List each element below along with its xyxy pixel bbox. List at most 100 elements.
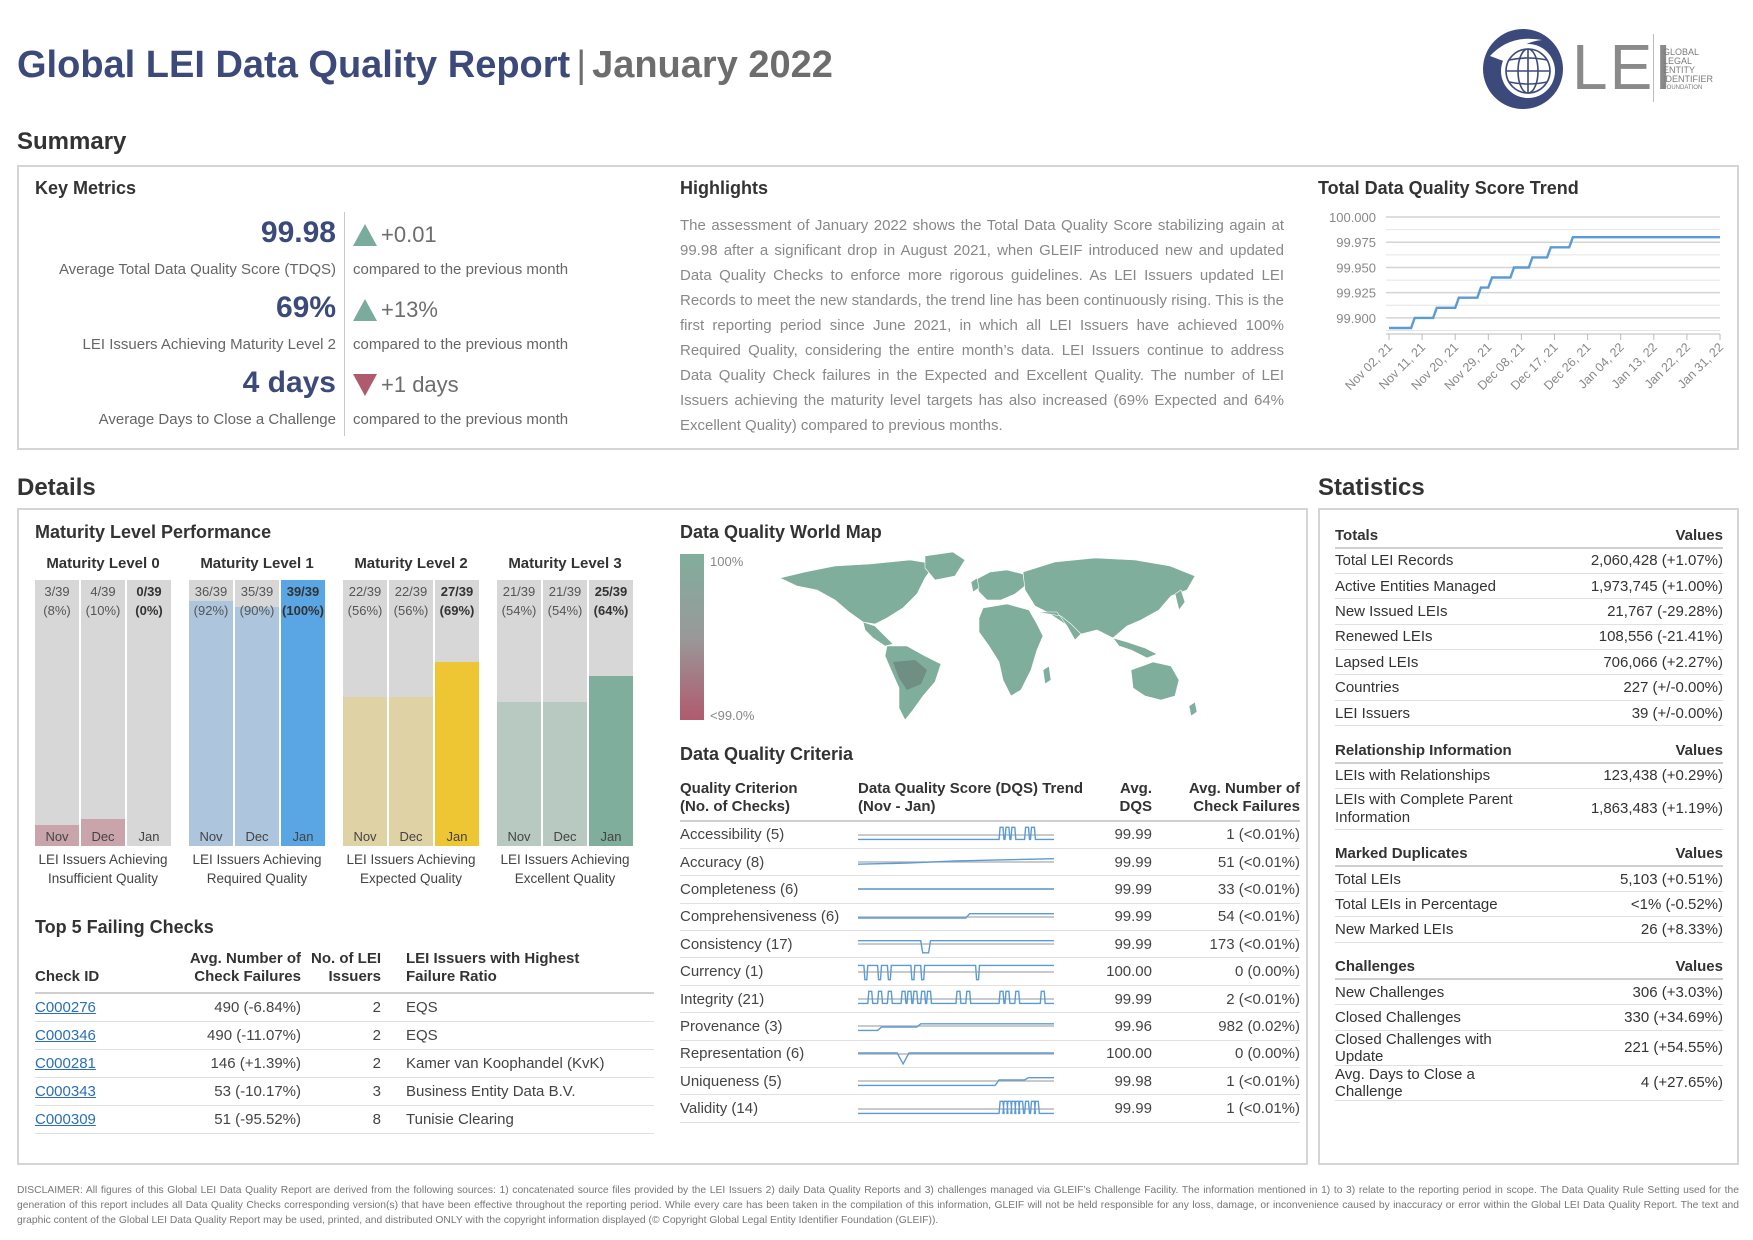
stats-row: Total LEI Records 2,060,428 (+1.07%) (1335, 548, 1723, 574)
avg-dqs-cell: 99.99 (1094, 1094, 1152, 1123)
stats-key: Closed Challenges (1335, 1004, 1535, 1031)
stats-row: Lapsed LEIs 706,066 (+2.27%) (1335, 649, 1723, 676)
check-id-link[interactable]: C000343 (35, 1082, 96, 1100)
challenge-days-compare: compared to the previous month (353, 411, 569, 428)
dqs-sparkline-cell (858, 821, 1094, 849)
maturity-bar-label: 35/39 (90%) (239, 584, 275, 618)
avg-failures-cell: 490 (-6.84%) (175, 993, 301, 1022)
no-issuers-cell: 2 (301, 1049, 381, 1078)
map-legend-gradient (680, 554, 704, 720)
maturity-bar-month: Dec (91, 829, 115, 844)
map-legend-high: 100% (710, 554, 744, 569)
col-highest-ratio: LEI Issuers with Highest Failure Ratio (381, 950, 654, 994)
map-madagascar (1042, 665, 1052, 685)
avg-check-failures-cell: 2 (<0.01%) (1152, 985, 1300, 1014)
avg-check-failures-cell: 173 (<0.01%) (1152, 930, 1300, 959)
map-arabia-india (1036, 611, 1082, 641)
maturity2-value: 69% (275, 291, 336, 324)
avg-check-failures-cell: 54 (<0.01%) (1152, 903, 1300, 932)
maturity-bar-fill (435, 662, 479, 846)
stats-value: 2,060,428 (+1.07%) (1535, 548, 1723, 574)
maturity-caption: LEI Issuers Achieving Excellent Quality (500, 852, 630, 886)
dqs-sparkline (858, 940, 1054, 954)
maturity-bar-month: Nov (45, 829, 69, 844)
tdqs-value: 99.98 (260, 216, 336, 249)
maturity-bar-fill (281, 580, 325, 846)
maturity-caption: LEI Issuers Achieving Expected Quality (346, 852, 476, 886)
maturity-bar-month: Nov (199, 829, 223, 844)
stats-value: 1,973,745 (+1.00%) (1535, 573, 1723, 600)
maturity2-label: LEI Issuers Achieving Maturity Level 2 (82, 336, 336, 353)
maturity-bar-month: Jan (292, 829, 314, 844)
map-australia (1130, 661, 1180, 701)
stats-value: 227 (+/-0.00%) (1535, 674, 1723, 701)
maturity2-delta: +13% (353, 297, 438, 323)
dqs-sparkline-cell (858, 930, 1094, 959)
no-issuers-cell: 2 (301, 1021, 381, 1050)
stats-row: New Challenges 306 (+3.03%) (1335, 979, 1723, 1006)
details-heading: Details (17, 474, 96, 501)
avg-dqs-cell: 99.99 (1094, 903, 1152, 932)
maturity-bar-month: Jan (446, 829, 468, 844)
map-north-america (779, 559, 936, 625)
maturity-bar-bg: 35/39 (90%) Dec (235, 580, 279, 846)
maturity-bar-fill (497, 702, 541, 846)
globe-icon (1483, 29, 1563, 109)
dq-criteria-header-row: Quality Criterion (No. of Checks) Data Qu… (680, 780, 1300, 822)
stats-group-title: Relationship Information (1335, 736, 1535, 764)
stats-row: Active Entities Managed 1,973,745 (+1.00%… (1335, 573, 1723, 600)
dqs-sparkline (858, 990, 1054, 1005)
col-avg-failures: Avg. Number of Check Failures (175, 950, 301, 994)
avg-check-failures-cell: 1 (<0.01%) (1152, 821, 1300, 849)
check-id-link[interactable]: C000276 (35, 998, 96, 1016)
dq-criteria-row: Uniqueness (5) 99.98 1 (<0.01%) (680, 1067, 1300, 1096)
map-nz (1188, 701, 1198, 717)
issuer-cell: EQS (381, 1021, 654, 1050)
stats-row: New Issued LEIs 21,767 (-29.28%) (1335, 598, 1723, 625)
highlights-title: Highlights (680, 178, 768, 198)
summary-heading: Summary (17, 128, 127, 155)
criterion-name: Comprehensiveness (6) (680, 903, 858, 932)
criterion-name: Accessibility (5) (680, 821, 858, 849)
check-id-link[interactable]: C000346 (35, 1026, 96, 1044)
stats-row: LEIs with Relationships 123,438 (+0.29%) (1335, 762, 1723, 789)
details-panel (17, 508, 1308, 1165)
y-tick-label: 99.900 (1336, 311, 1376, 326)
stats-values-label: Values (1535, 522, 1723, 549)
maturity-bar-month: Dec (245, 829, 269, 844)
highlights-text: The assessment of January 2022 shows the… (680, 217, 1284, 434)
stats-value: 108,556 (-21.41%) (1535, 624, 1723, 651)
key-metrics-title: Key Metrics (35, 178, 137, 198)
maturity-bar-label: 0/39 (0%) (135, 584, 163, 618)
avg-dqs-cell: 99.99 (1094, 848, 1152, 877)
y-tick-label: 100.000 (1329, 210, 1376, 225)
statistics-panel (1318, 508, 1739, 1165)
dq-criteria-row: Completeness (6) 99.99 33 (<0.01%) (680, 875, 1300, 904)
stats-value: 123,438 (+0.29%) (1535, 762, 1723, 789)
map-japan (1174, 589, 1186, 611)
stats-group-header: Challenges Values (1335, 953, 1723, 981)
y-tick-label: 99.950 (1336, 260, 1376, 275)
maturity2-compare: compared to the previous month (353, 336, 569, 353)
map-greenland (924, 551, 966, 581)
stats-key: Active Entities Managed (1335, 573, 1535, 600)
maturity-bar-month: Nov (353, 829, 377, 844)
check-id-link[interactable]: C000309 (35, 1110, 96, 1128)
col-quality-criterion: Quality Criterion (No. of Checks) (680, 780, 858, 822)
map-southeast-asia (1112, 637, 1158, 659)
maturity-bar-fill (81, 819, 125, 846)
check-id-link[interactable]: C000281 (35, 1054, 96, 1072)
stats-group-title: Marked Duplicates (1335, 840, 1535, 868)
maturity-bar-label: 39/39 (100%) (282, 584, 324, 618)
map-brazil-shade (893, 660, 927, 690)
stats-row: Renewed LEIs 108,556 (-21.41%) (1335, 624, 1723, 651)
top5-row: C000343 53 (-10.17%) 3 Business Entity Data… (35, 1077, 654, 1106)
criterion-name: Integrity (21) (680, 985, 858, 1014)
maturity-bar-label: 27/39 (69%) (439, 584, 475, 618)
stats-group-header: Marked Duplicates Values (1335, 840, 1723, 868)
maturity-bar-fill (35, 824, 79, 846)
top5-table: Check ID Avg. Number of Check Failures No… (35, 950, 654, 1134)
dqs-sparkline (858, 964, 1054, 981)
stats-key: Total LEIs (1335, 866, 1535, 893)
